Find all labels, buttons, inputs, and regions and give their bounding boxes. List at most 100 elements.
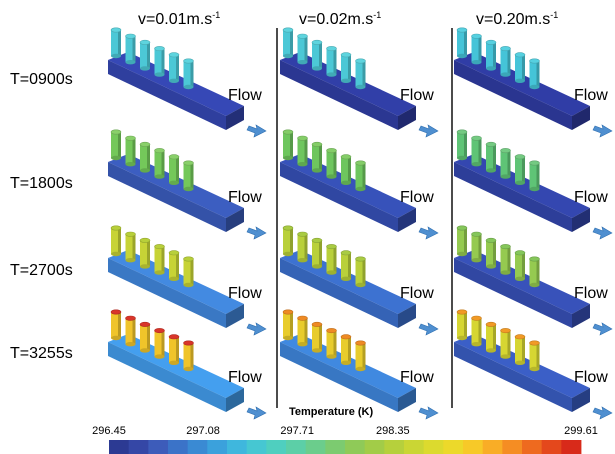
cell-bottom [183, 282, 194, 288]
cell-bottom [515, 180, 525, 185]
cell-cap [340, 52, 352, 58]
cell-shading [176, 54, 179, 81]
cell-cylinder [297, 36, 308, 63]
cell-shading [464, 30, 467, 56]
cell-bottom [283, 251, 293, 257]
channel-front [280, 60, 398, 130]
cell-shading [190, 259, 194, 285]
cell-bottom [312, 66, 322, 71]
cell-bottom [169, 276, 179, 281]
cell-cap [326, 46, 337, 52]
cell-cap [297, 315, 308, 321]
cell-shading [147, 144, 150, 171]
cell-shading [522, 54, 525, 81]
cell-cylinder [355, 259, 366, 285]
flow-label: Flow [228, 189, 262, 206]
cell-cylinder [529, 163, 540, 189]
cell-bottom [169, 180, 179, 185]
cell-cylinder [355, 343, 366, 369]
cell-cap [514, 250, 526, 256]
cell-shading [362, 163, 366, 189]
cell-bottom [154, 354, 165, 359]
cell-cylinder [457, 132, 467, 158]
flow-arrow-icon [418, 322, 439, 336]
cell-bottom [283, 335, 293, 341]
colorbar-swatch [227, 440, 248, 454]
cell-cap [110, 225, 122, 231]
cell-cylinder [515, 336, 525, 363]
cell-cylinder [125, 138, 136, 165]
cell-cylinder [312, 240, 322, 267]
cell-bottom [457, 155, 467, 161]
cell-cap [139, 39, 151, 45]
cell-cap [471, 231, 482, 237]
simulation-panels: Flow Flow Flow Flow Flow Flow Flow Flow Flow Flow… [108, 27, 613, 420]
cell-shading [176, 156, 179, 183]
cell-shading [478, 234, 482, 261]
cell-shading [118, 228, 121, 254]
colorbar-swatch [207, 440, 228, 454]
cell-cylinder [529, 61, 540, 87]
colorbar-swatch [482, 440, 503, 454]
cell-shading [478, 138, 482, 165]
cell-shading [304, 234, 308, 261]
cell-cap [514, 52, 526, 58]
cell-cap [340, 250, 352, 256]
cell-cap [311, 321, 323, 327]
cell-bottom [125, 342, 136, 347]
cell-cap [500, 244, 511, 250]
flow-arrow-icon [418, 124, 439, 138]
cell-bottom [515, 360, 525, 365]
cell-cylinder [312, 42, 322, 69]
cell-cylinder [515, 156, 525, 183]
cell-cap [311, 237, 323, 243]
cell-bottom [515, 276, 525, 281]
flow-arrow-icon [246, 124, 267, 138]
cell-cap [282, 129, 294, 135]
cell-cylinder [515, 54, 525, 81]
cell-bottom [355, 366, 366, 372]
sim-panel: Flow [280, 129, 439, 240]
cell-cylinder [529, 259, 540, 285]
cell-shading [348, 54, 351, 81]
cell-bottom [486, 168, 496, 173]
cell-cap [355, 256, 366, 262]
colorbar-swatch [561, 440, 582, 454]
cell-cylinder [283, 132, 293, 158]
cell-shading [161, 48, 165, 75]
cell-shading [348, 336, 351, 363]
cell-cylinder [297, 138, 308, 165]
cell-cylinder [154, 48, 165, 75]
cell-bottom [341, 360, 351, 365]
cell-cap [154, 148, 165, 154]
cell-shading [176, 252, 179, 279]
cell-cylinder [140, 240, 150, 267]
cell-cap [183, 160, 194, 166]
time-label-2: T=1800s [10, 175, 73, 192]
flow-label: Flow [574, 189, 608, 206]
cell-bottom [297, 342, 308, 347]
cell-bottom [471, 60, 482, 65]
cell-cylinder [500, 48, 511, 75]
flow-label: Flow [400, 285, 434, 302]
cell-bottom [125, 258, 136, 263]
cell-cylinder [140, 42, 150, 69]
cell-cap [110, 27, 122, 33]
cell-cylinder [125, 234, 136, 261]
cell-cylinder [515, 252, 525, 279]
cell-cap [355, 58, 366, 64]
channel-front [454, 258, 572, 328]
cell-cylinder [125, 318, 136, 345]
cell-cap [139, 237, 151, 243]
cell-bottom [486, 264, 496, 269]
cell-cap [529, 58, 540, 64]
cell-shading [304, 36, 308, 63]
cell-shading [161, 330, 165, 357]
time-label-1: T=0900s [10, 71, 73, 88]
channel-front [454, 162, 572, 232]
cell-bottom [500, 174, 511, 179]
cell-shading [536, 163, 540, 189]
cell-shading [290, 312, 293, 338]
colorbar-swatch [364, 440, 385, 454]
cell-cylinder [471, 138, 482, 165]
